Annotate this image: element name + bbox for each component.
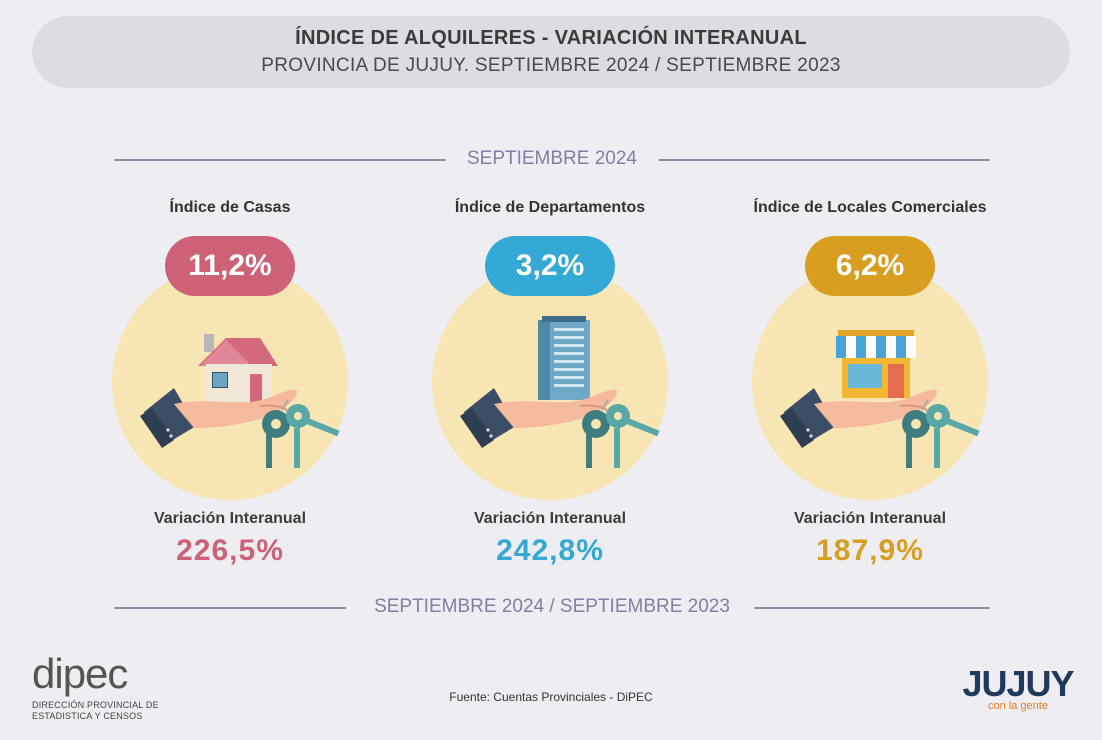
jujuy-tagline: con la gente xyxy=(988,700,1048,712)
jujuy-logo: JUJUY con la gente xyxy=(962,666,1074,718)
divider-line-left xyxy=(114,159,446,161)
index-value-pill: 11,2% xyxy=(165,236,295,296)
section-label-bottom: SEPTIEMBRE 2024 / SEPTIEMBRE 2023 xyxy=(374,596,730,617)
dipec-subtitle: DIRECCIÓN PROVINCIAL DE ESTADISTICA Y CE… xyxy=(32,700,159,721)
building-icon xyxy=(430,316,670,486)
page-title: ÍNDICE DE ALQUILERES - VARIACIÓN INTERAN… xyxy=(295,27,807,49)
section-divider-top: SEPTIEMBRE 2024 xyxy=(114,148,990,170)
store-icon xyxy=(750,316,990,486)
jujuy-wordmark: JUJUY xyxy=(962,663,1074,704)
divider-line-right xyxy=(659,159,990,161)
header-banner: ÍNDICE DE ALQUILERES - VARIACIÓN INTERAN… xyxy=(32,16,1070,88)
variation-label: Variación Interanual xyxy=(793,510,947,527)
index-value-pill: 6,2% xyxy=(805,236,935,296)
page-subtitle: PROVINCIA DE JUJUY. SEPTIEMBRE 2024 / SE… xyxy=(261,55,841,76)
dipec-wordmark: dipec xyxy=(32,650,128,697)
variation-label: Variación Interanual xyxy=(153,510,307,527)
index-card-departamentos: Índice de Departamentos xyxy=(420,196,680,567)
variation-label: Variación Interanual xyxy=(473,510,627,527)
index-title: Índice de Locales Comerciales xyxy=(753,199,987,216)
index-title: Índice de Departamentos xyxy=(454,199,646,216)
source-note: Fuente: Cuentas Provinciales - DiPEC xyxy=(449,690,653,704)
divider-line-left xyxy=(114,607,346,609)
variation-value: 226,5% xyxy=(176,534,284,567)
section-label-top: SEPTIEMBRE 2024 xyxy=(466,148,638,169)
index-card-casas: Índice de Casas 11,2% Variació xyxy=(100,196,360,567)
index-value-pill: 3,2% xyxy=(485,236,615,296)
house-icon xyxy=(110,316,350,486)
index-title: Índice de Casas xyxy=(169,199,291,216)
divider-line-right xyxy=(754,607,990,609)
index-card-locales: Índice de Locales Comerciales xyxy=(740,196,1000,567)
dipec-logo: dipec DIRECCIÓN PROVINCIAL DE ESTADISTIC… xyxy=(32,652,172,732)
variation-value: 187,9% xyxy=(816,534,924,567)
variation-value: 242,8% xyxy=(496,534,604,567)
section-divider-bottom: SEPTIEMBRE 2024 / SEPTIEMBRE 2023 xyxy=(114,596,990,618)
